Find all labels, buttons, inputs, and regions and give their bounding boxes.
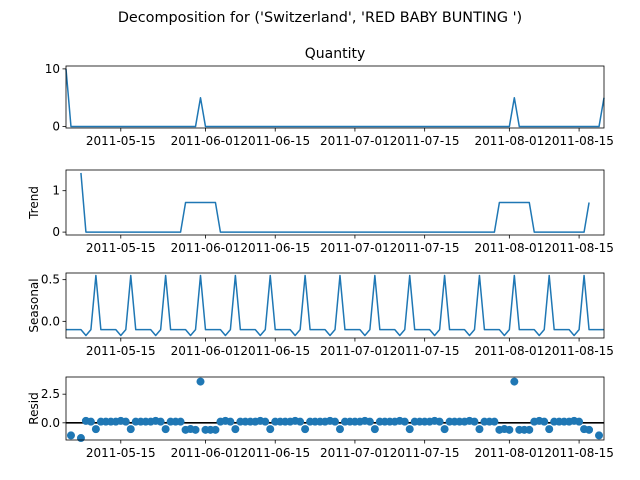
data-point <box>196 377 205 386</box>
x-tick-label: 2011-08-15 <box>544 344 614 358</box>
data-point <box>231 425 240 434</box>
x-tick-label: 2011-06-15 <box>240 241 310 255</box>
axes-frame <box>65 169 605 236</box>
data-point <box>575 417 584 426</box>
y-tick-label: 0.5 <box>41 273 60 287</box>
data-point <box>540 417 549 426</box>
x-tick-label: 2011-08-01 <box>474 446 544 460</box>
data-point <box>510 377 519 386</box>
data-point <box>266 425 275 434</box>
x-tick-label: 2011-07-15 <box>390 134 460 148</box>
x-tick-label: 2011-06-15 <box>240 344 310 358</box>
data-point <box>156 417 165 426</box>
y-tick-label: 0 <box>52 225 60 239</box>
y-tick-label: 1 <box>52 184 60 198</box>
x-tick-label: 2011-07-01 <box>320 241 390 255</box>
series-line <box>66 274 604 337</box>
y-axis-label: Seasonal <box>27 278 41 332</box>
y-tick-label: 0 <box>52 120 60 134</box>
data-point <box>126 425 135 434</box>
data-point <box>86 417 95 426</box>
data-point <box>296 417 305 426</box>
x-tick-label: 2011-08-01 <box>474 241 544 255</box>
axes-frame <box>65 65 605 129</box>
series-line <box>65 68 605 128</box>
data-point <box>176 417 185 426</box>
x-tick-label: 2011-08-01 <box>474 134 544 148</box>
data-point <box>66 431 75 440</box>
data-point <box>370 425 379 434</box>
data-point <box>595 431 604 440</box>
data-point <box>440 425 449 434</box>
data-point <box>335 425 344 434</box>
y-tick-label: 2.5 <box>41 387 60 401</box>
data-point <box>545 425 554 434</box>
data-point <box>490 417 499 426</box>
x-tick-label: 2011-07-01 <box>320 344 390 358</box>
data-point <box>261 417 270 426</box>
figure-suptitle: Decomposition for ('Switzerland', 'RED B… <box>118 10 522 26</box>
x-tick-label: 2011-06-01 <box>171 446 241 460</box>
x-tick-label: 2011-05-15 <box>86 344 156 358</box>
data-point <box>585 425 594 434</box>
x-tick-label: 2011-07-15 <box>390 446 460 460</box>
x-tick-label: 2011-06-01 <box>171 241 241 255</box>
data-point <box>301 425 310 434</box>
x-tick-label: 2011-06-01 <box>171 134 241 148</box>
axes-frame <box>65 376 605 441</box>
x-tick-label: 2011-08-01 <box>474 344 544 358</box>
y-axis-label: Trend <box>27 186 41 220</box>
x-tick-label: 2011-05-15 <box>86 134 156 148</box>
data-point <box>405 425 414 434</box>
data-point <box>191 425 200 434</box>
x-tick-label: 2011-05-15 <box>86 446 156 460</box>
data-point <box>525 425 534 434</box>
x-tick-label: 2011-08-15 <box>544 241 614 255</box>
data-point <box>400 417 409 426</box>
y-axis-label: Resid <box>27 392 41 424</box>
x-tick-label: 2011-05-15 <box>86 241 156 255</box>
x-tick-label: 2011-07-01 <box>320 134 390 148</box>
axes-frame <box>65 272 605 339</box>
x-tick-label: 2011-07-01 <box>320 446 390 460</box>
data-point <box>226 417 235 426</box>
data-point <box>435 417 444 426</box>
x-tick-label: 2011-06-01 <box>171 344 241 358</box>
data-point <box>161 425 170 434</box>
x-tick-label: 2011-06-15 <box>240 446 310 460</box>
x-tick-label: 2011-07-15 <box>390 344 460 358</box>
y-tick-label: 0.0 <box>41 314 60 328</box>
data-point <box>76 434 85 443</box>
axis-title: Quantity <box>305 46 366 62</box>
data-point <box>365 417 374 426</box>
x-tick-label: 2011-08-15 <box>544 134 614 148</box>
data-point <box>331 417 339 426</box>
data-point <box>475 425 484 434</box>
series-line <box>80 172 590 233</box>
x-tick-label: 2011-06-15 <box>240 134 310 148</box>
y-tick-label: 10 <box>45 62 60 76</box>
data-point <box>505 425 514 434</box>
x-tick-label: 2011-07-15 <box>390 241 460 255</box>
y-tick-label: 0.0 <box>41 416 60 430</box>
x-tick-label: 2011-08-15 <box>544 446 614 460</box>
data-point <box>91 425 100 434</box>
data-point <box>211 425 220 434</box>
data-point <box>121 417 130 426</box>
data-point <box>470 417 479 426</box>
